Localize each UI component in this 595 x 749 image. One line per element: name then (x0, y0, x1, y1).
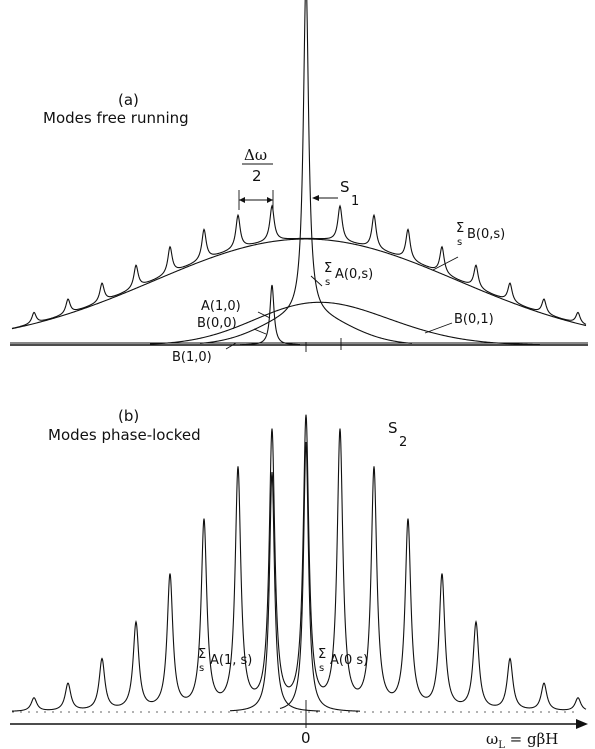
x-axis-arrow-icon (576, 719, 588, 729)
origin-label: 0 (301, 729, 311, 747)
a10-peak-curve (240, 284, 301, 346)
a10-leader (257, 311, 271, 319)
b-bumps-curve (149, 301, 541, 346)
b01-leader (424, 322, 453, 334)
a0s-peak-curve (279, 441, 361, 712)
b00-leader (253, 328, 267, 335)
panel-a-caption: Modes free running (43, 109, 189, 127)
sum-b0s-index: s (457, 237, 462, 248)
envelope-b0s-curve (11, 238, 587, 330)
b10-label: B(1,0) (172, 350, 212, 365)
panel-b-caption: Modes phase-locked (48, 426, 201, 444)
s1-central-peak-curve (199, 0, 413, 344)
free-running-spectrum-curve (11, 204, 587, 329)
sum-b0s-leader (432, 256, 459, 271)
panel-a-label: (a) (118, 91, 139, 109)
x-axis-sub: L (498, 740, 505, 749)
sum-b0s-label: B(0,s) (467, 227, 505, 242)
b00-label: B(0,0) (197, 316, 237, 331)
spacing-numerator: Δω (244, 146, 267, 164)
x-axis-rest: = gβH (505, 730, 558, 748)
sum-a0s-label: A(0,s) (335, 267, 373, 282)
s2-label: S (388, 419, 398, 437)
spacing-arrow-right-icon (267, 197, 273, 203)
sum-a0s-b-label: A(0 s) (330, 653, 368, 668)
panel-b-label: (b) (118, 407, 139, 425)
sum-b0s-sigma: Σ (456, 221, 464, 236)
a1s-peak-curve (229, 471, 321, 712)
spacing-denominator: 2 (252, 167, 262, 185)
s1-arrow-icon (312, 195, 319, 201)
sum-a0s-leader (310, 275, 323, 287)
sum-a1s-index: s (199, 663, 204, 674)
sum-a0s-index: s (325, 277, 330, 288)
sum-a0s-sigma: Σ (324, 261, 332, 276)
a10-label: A(1,0) (201, 299, 241, 314)
s1-label-sub: 1 (351, 194, 359, 209)
sum-a1s-sigma: Σ (198, 647, 206, 662)
b01-label: B(0,1) (454, 312, 494, 327)
phase-locked-spectrum-curve (11, 414, 587, 712)
x-axis-label: ωL = gβH (486, 730, 558, 749)
sum-a0s-b-sigma: Σ (318, 647, 326, 662)
x-axis-omega: ω (486, 730, 498, 748)
spacing-arrow-left-icon (239, 197, 245, 203)
sum-a0s-b-index: s (319, 663, 324, 674)
s2-label-sub: 2 (399, 435, 407, 450)
s1-label: S (340, 178, 350, 196)
b10-leader (225, 342, 237, 350)
sum-a1s-label: A(1, s) (210, 653, 252, 668)
